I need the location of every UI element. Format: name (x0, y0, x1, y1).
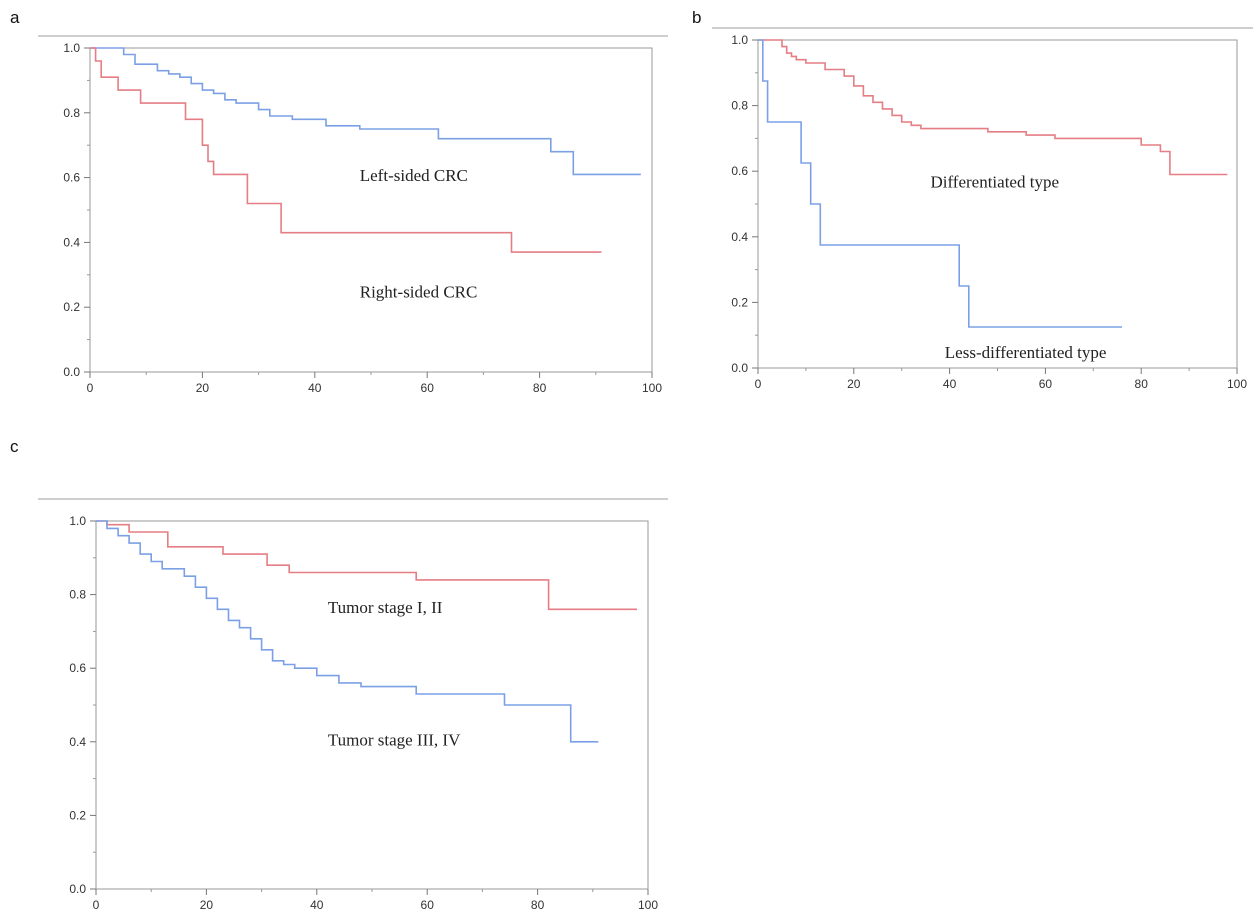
x-tick-label: 100 (638, 898, 658, 912)
survival-chart-b: 0.0 0.2 0.4 0.6 0.8 1.0 0 20 40 60 80 100 Differenti… (712, 27, 1253, 391)
x-tick-label: 60 (421, 898, 435, 912)
y-tick-label: 0.0 (69, 882, 86, 896)
y-tick-label: 0.2 (69, 808, 86, 822)
x-tick-label: 80 (1135, 377, 1149, 391)
x-tick-label: 20 (200, 898, 214, 912)
survival-curve-series-1 (96, 520, 637, 611)
x-tick-label: 0 (87, 381, 94, 395)
y-tick-label: 1.0 (63, 41, 80, 55)
survival-curve-series-2 (96, 520, 599, 743)
survival-curve-series-1 (758, 39, 1228, 176)
plot-border (757, 39, 1238, 369)
plot-border (89, 47, 653, 373)
x-tick-label: 40 (310, 898, 324, 912)
panel-a-chart: 0.0 0.2 0.4 0.6 0.8 1.0 0 20 40 60 80 100 Left-sided… (38, 26, 668, 406)
survival-curve-series-2 (90, 47, 602, 253)
survival-chart-c: 0.0 0.2 0.4 0.6 0.8 1.0 0 20 40 60 80 100 Tumor stag… (38, 498, 668, 912)
y-tick-label: 0.4 (69, 735, 86, 749)
curve-annotation: Tumor stage I, II (328, 598, 443, 617)
panel-b-chart: 0.0 0.2 0.4 0.6 0.8 1.0 0 20 40 60 80 100 Differenti… (712, 26, 1253, 406)
panel-b-letter: b (692, 8, 702, 27)
survival-curve-series-2 (758, 39, 1122, 328)
x-tick-label: 20 (847, 377, 861, 391)
panel-c-letter: c (10, 437, 19, 456)
y-tick-label: 0.4 (63, 235, 80, 249)
x-tick-label: 80 (533, 381, 547, 395)
x-tick-label: 60 (1039, 377, 1053, 391)
curve-annotation: Less-differentiated type (945, 343, 1107, 362)
panel-a-letter: a (10, 8, 20, 27)
curve-annotation: Right-sided CRC (360, 282, 478, 301)
x-tick-label: 0 (755, 377, 762, 391)
panel-c-chart: 0.0 0.2 0.4 0.6 0.8 1.0 0 20 40 60 80 100 Tumor stag… (38, 497, 668, 919)
y-tick-label: 1.0 (69, 514, 86, 528)
y-tick-label: 0.6 (731, 164, 748, 178)
x-tick-label: 60 (421, 381, 435, 395)
x-tick-label: 80 (531, 898, 545, 912)
x-tick-label: 40 (943, 377, 957, 391)
y-tick-label: 0.8 (63, 106, 80, 120)
y-tick-label: 0.2 (63, 300, 80, 314)
survival-curve-series-1 (90, 47, 641, 176)
x-tick-label: 100 (642, 381, 662, 395)
y-tick-label: 0.4 (731, 230, 748, 244)
y-tick-label: 0.8 (69, 588, 86, 602)
x-tick-label: 0 (93, 898, 100, 912)
y-tick-label: 0.0 (63, 365, 80, 379)
y-tick-label: 0.2 (731, 295, 748, 309)
y-tick-label: 0.6 (69, 661, 86, 675)
x-tick-label: 100 (1227, 377, 1247, 391)
survival-chart-a: 0.0 0.2 0.4 0.6 0.8 1.0 0 20 40 60 80 100 Left-sided… (38, 35, 668, 395)
x-tick-label: 40 (308, 381, 322, 395)
curve-annotation: Left-sided CRC (360, 166, 468, 185)
y-tick-label: 0.6 (63, 171, 80, 185)
curve-annotation: Tumor stage III, IV (328, 730, 461, 749)
y-tick-label: 0.0 (731, 361, 748, 375)
x-tick-label: 20 (196, 381, 210, 395)
y-tick-label: 0.8 (731, 99, 748, 113)
y-tick-label: 1.0 (731, 33, 748, 47)
curve-annotation: Differentiated type (930, 173, 1059, 192)
